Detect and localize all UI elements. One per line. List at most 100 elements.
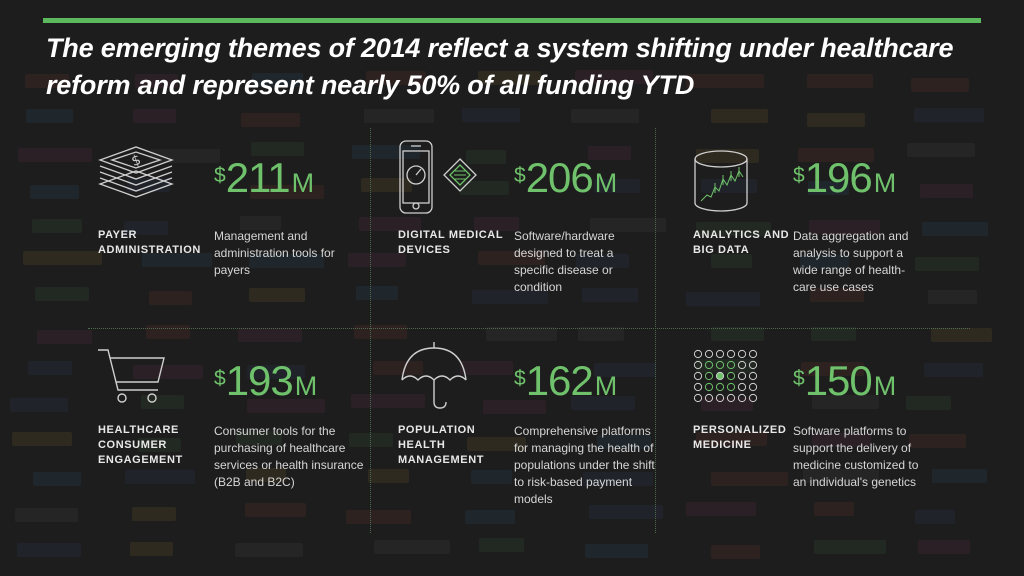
background-logo-tile [700,396,753,411]
theme-card-personalized-medicine: $150M PERSONALIZED MEDICINE Software pla… [693,338,983,528]
background-logo-tile [28,361,72,376]
background-logo-tile [365,70,426,85]
background-logo-tile [911,77,969,92]
funding-amount: $211M [214,154,314,201]
data-cylinder-icon [693,135,793,212]
background-logo-tile [133,365,204,380]
funding-amount: $150M [793,357,896,404]
background-logo-tile [914,509,956,524]
svg-text:$: $ [129,152,143,170]
background-logo-tile [710,254,753,269]
umbrella-icon [398,338,498,413]
background-logo-tile [140,394,185,409]
background-logo-tile [571,109,639,124]
background-logo-tile [578,326,624,341]
funding-amount: $206M [514,154,617,201]
background-logo-tile [241,113,300,128]
background-logo-tile [711,545,761,560]
background-logo-tile [812,433,871,448]
background-logo-tile [930,327,992,342]
theme-label: HEALTHCARE CONSUMER ENGAGEMENT [98,424,183,466]
background-logo-tile [132,507,176,522]
background-logo-tile [797,148,874,163]
theme-card-digital-medical-devices: $206M DIGITAL MEDICAL DEVICES Software/h… [398,135,688,325]
background-logo-tile [141,253,212,268]
background-logo-tile [238,327,302,342]
background-logo-tile [686,502,756,517]
background-logo-tile [485,326,558,341]
background-logo-tile [913,107,984,122]
background-logo-tile [478,71,541,86]
background-logo-tile [132,108,176,123]
background-logo-tile [570,396,636,411]
background-logo-tile [459,360,514,375]
funding-amount: $193M [214,357,317,404]
background-logo-tile [922,221,988,236]
background-logo-tile [16,542,82,557]
background-logo-tile [927,289,978,304]
background-logo-tile [466,149,507,164]
background-logo-tile [351,394,425,409]
theme-card-analytics-big-data: $196M ANALYTICS AND BIG DATA Data aggreg… [693,135,983,325]
theme-card-payer-administration: $ $211M PAYER ADMINISTRATION Management … [98,135,388,325]
background-logo-tile [26,108,73,123]
background-logo-tile [695,148,760,163]
background-logo-tile [239,216,281,231]
background-logo-tile [359,217,421,232]
funding-amount: $196M [793,154,896,201]
background-logo-tile [806,74,874,89]
shopping-cart-icon [98,338,198,413]
background-logo-tile [465,509,515,524]
theme-label: PERSONALIZED MEDICINE [693,424,787,451]
background-logo-tile [810,326,856,341]
background-logo-tile [808,181,849,196]
theme-description: Comprehensive platforms for managing the… [514,424,655,506]
background-logo-tile [801,362,865,377]
theme-description: Data aggregation and analysis to support… [793,229,909,294]
background-logo-tile [372,360,423,375]
background-logo-tile [31,219,83,234]
background-logo-tile [477,251,545,266]
background-logo-tile [23,250,103,265]
stacked-money-icon: $ [98,135,198,210]
background-logo-tile [915,257,980,272]
background-logo-tile [459,180,510,195]
background-logo-tile [685,291,760,306]
theme-label: ANALYTICS AND BIG DATA [693,229,790,256]
background-logo-tile [710,472,789,487]
background-logo-tile [483,400,547,414]
theme-card-population-health-management: $162M POPULATION HEALTH MANAGEMENT Compr… [398,338,688,528]
background-logo-tile [685,73,764,88]
background-logo-tile [15,508,78,523]
background-logo-tile [909,433,966,448]
column-divider [370,128,371,533]
theme-description: Consumer tools for the purchasing of hea… [214,424,364,489]
background-logo-tile [695,432,768,446]
funding-amount: $162M [514,357,617,404]
background-logo-tile [249,253,325,268]
background-logo-tile [462,107,521,122]
background-logo-tile [137,437,182,452]
background-logo-tile [125,469,196,484]
background-logo-tile [587,145,632,160]
background-logo-tile [135,74,179,89]
background-logo-tile [354,324,408,339]
background-logo-tile [347,252,407,267]
background-logo-tile [33,471,82,486]
background-logo-tile [799,255,849,270]
accent-bar [43,18,981,23]
background-logo-tile [364,109,435,124]
background-logo-tile [710,108,769,123]
background-logo-tile [29,184,79,199]
background-logo-tile [34,287,89,302]
background-logo-tile [582,287,638,302]
background-logo-tile [367,468,409,483]
background-logo-tile [593,179,641,194]
background-logo-tile [576,254,629,269]
background-logo-tile [360,178,412,193]
background-logo-tile [810,288,864,303]
background-logo-tile [250,142,304,157]
background-logo-tile [251,73,304,88]
background-logo-tile [355,286,399,301]
background-logo-tile [811,395,880,410]
